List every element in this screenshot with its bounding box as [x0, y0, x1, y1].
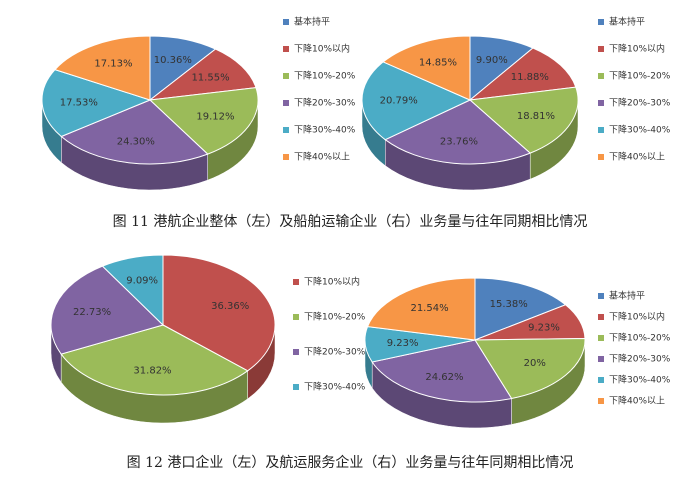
data-label: 9.23%	[387, 338, 419, 349]
legend-label: 下降10%-20%	[294, 70, 356, 82]
data-label: 18.81%	[517, 111, 555, 122]
data-label: 20%	[524, 358, 546, 369]
legend-label: 下降30%-40%	[609, 374, 671, 386]
legend-label: 基本持平	[294, 16, 330, 28]
data-label: 9.23%	[528, 322, 560, 333]
data-label: 11.55%	[191, 73, 229, 84]
figure-caption: 图 11 港航企业整体（左）及船舶运输企业（右）业务量与往年同期相比情况	[113, 213, 588, 230]
legend-label: 下降40%以上	[609, 151, 665, 163]
legend-label: 下降40%以上	[294, 151, 350, 163]
pie-slice	[148, 48, 257, 101]
legend-swatch	[598, 335, 604, 341]
legend-label: 下降10%以内	[294, 43, 350, 55]
legend-label: 下降20%-30%	[609, 353, 671, 365]
legend-swatch	[283, 127, 289, 133]
legend-swatch	[598, 127, 604, 133]
data-label: 31.82%	[133, 366, 171, 377]
legend-swatch	[598, 154, 604, 160]
pie-slice	[366, 277, 476, 341]
legend-label: 下降10%以内	[304, 276, 360, 288]
data-label: 19.12%	[196, 112, 234, 123]
data-label: 24.62%	[425, 372, 463, 383]
legend-swatch	[293, 349, 299, 355]
legend-swatch	[293, 384, 299, 390]
pie-slice	[468, 47, 577, 101]
legend-swatch	[598, 46, 604, 52]
pie-slice	[384, 99, 532, 165]
pie-slice	[60, 99, 209, 165]
data-label: 20.79%	[380, 96, 418, 107]
data-label: 14.85%	[419, 57, 457, 68]
legend-swatch	[598, 100, 604, 106]
pie-slice	[54, 35, 151, 101]
legend-label: 基本持平	[609, 290, 645, 302]
pie-slice	[382, 35, 471, 101]
legend-label: 下降40%以上	[609, 395, 665, 407]
legend-swatch	[283, 100, 289, 106]
legend-label: 下降10%以内	[609, 311, 665, 323]
legend-swatch	[598, 73, 604, 79]
pie-slice	[101, 254, 164, 327]
data-label: 11.88%	[511, 72, 549, 83]
legend-swatch	[598, 314, 604, 320]
legend-label: 下降10%-20%	[304, 311, 366, 323]
data-label: 15.38%	[490, 299, 528, 310]
legend-swatch	[293, 279, 299, 285]
legend-label: 下降30%-40%	[294, 124, 356, 136]
legend-label: 下降30%-40%	[609, 124, 671, 136]
legend-swatch	[598, 293, 604, 299]
pie-slice	[50, 265, 164, 355]
pie-slice	[149, 35, 217, 102]
legend-swatch	[283, 154, 289, 160]
legend-label: 下降10%以内	[609, 43, 665, 55]
data-label: 9.90%	[476, 55, 508, 66]
legend-label: 下降20%-30%	[304, 346, 366, 358]
pie-slice	[60, 324, 249, 396]
pie-slice	[468, 86, 579, 154]
pie-slice	[361, 61, 472, 141]
pie-slice	[148, 87, 259, 155]
pie-slice	[41, 69, 152, 138]
pie-slice	[162, 254, 276, 372]
pie-slice	[371, 339, 513, 403]
data-label: 9.09%	[126, 276, 158, 287]
data-label: 24.30%	[117, 136, 155, 147]
legend-swatch	[598, 19, 604, 25]
legend-label: 下降20%-30%	[294, 97, 356, 109]
legend-label: 下降10%-20%	[609, 70, 671, 82]
figure-caption: 图 12 港口企业（左）及航运服务企业（右）业务量与往年同期相比情况	[127, 454, 574, 471]
legend-swatch	[293, 314, 299, 320]
pie-slice	[474, 277, 567, 341]
data-label: 17.13%	[94, 59, 132, 70]
legend-swatch	[598, 398, 604, 404]
legend-label: 下降20%-30%	[609, 97, 671, 109]
legend-swatch	[598, 377, 604, 383]
legend-swatch	[598, 356, 604, 362]
data-label: 36.36%	[211, 301, 249, 312]
data-label: 17.53%	[60, 97, 98, 108]
data-label: 10.36%	[154, 55, 192, 66]
legend-swatch	[283, 19, 289, 25]
legend-label: 下降30%-40%	[304, 381, 366, 393]
legend-swatch	[283, 73, 289, 79]
legend-label: 基本持平	[609, 16, 645, 28]
data-label: 22.73%	[73, 307, 111, 318]
legend-label: 下降10%-20%	[609, 332, 671, 344]
data-label: 23.76%	[440, 137, 478, 148]
data-label: 21.54%	[410, 303, 448, 314]
legend-swatch	[283, 46, 289, 52]
